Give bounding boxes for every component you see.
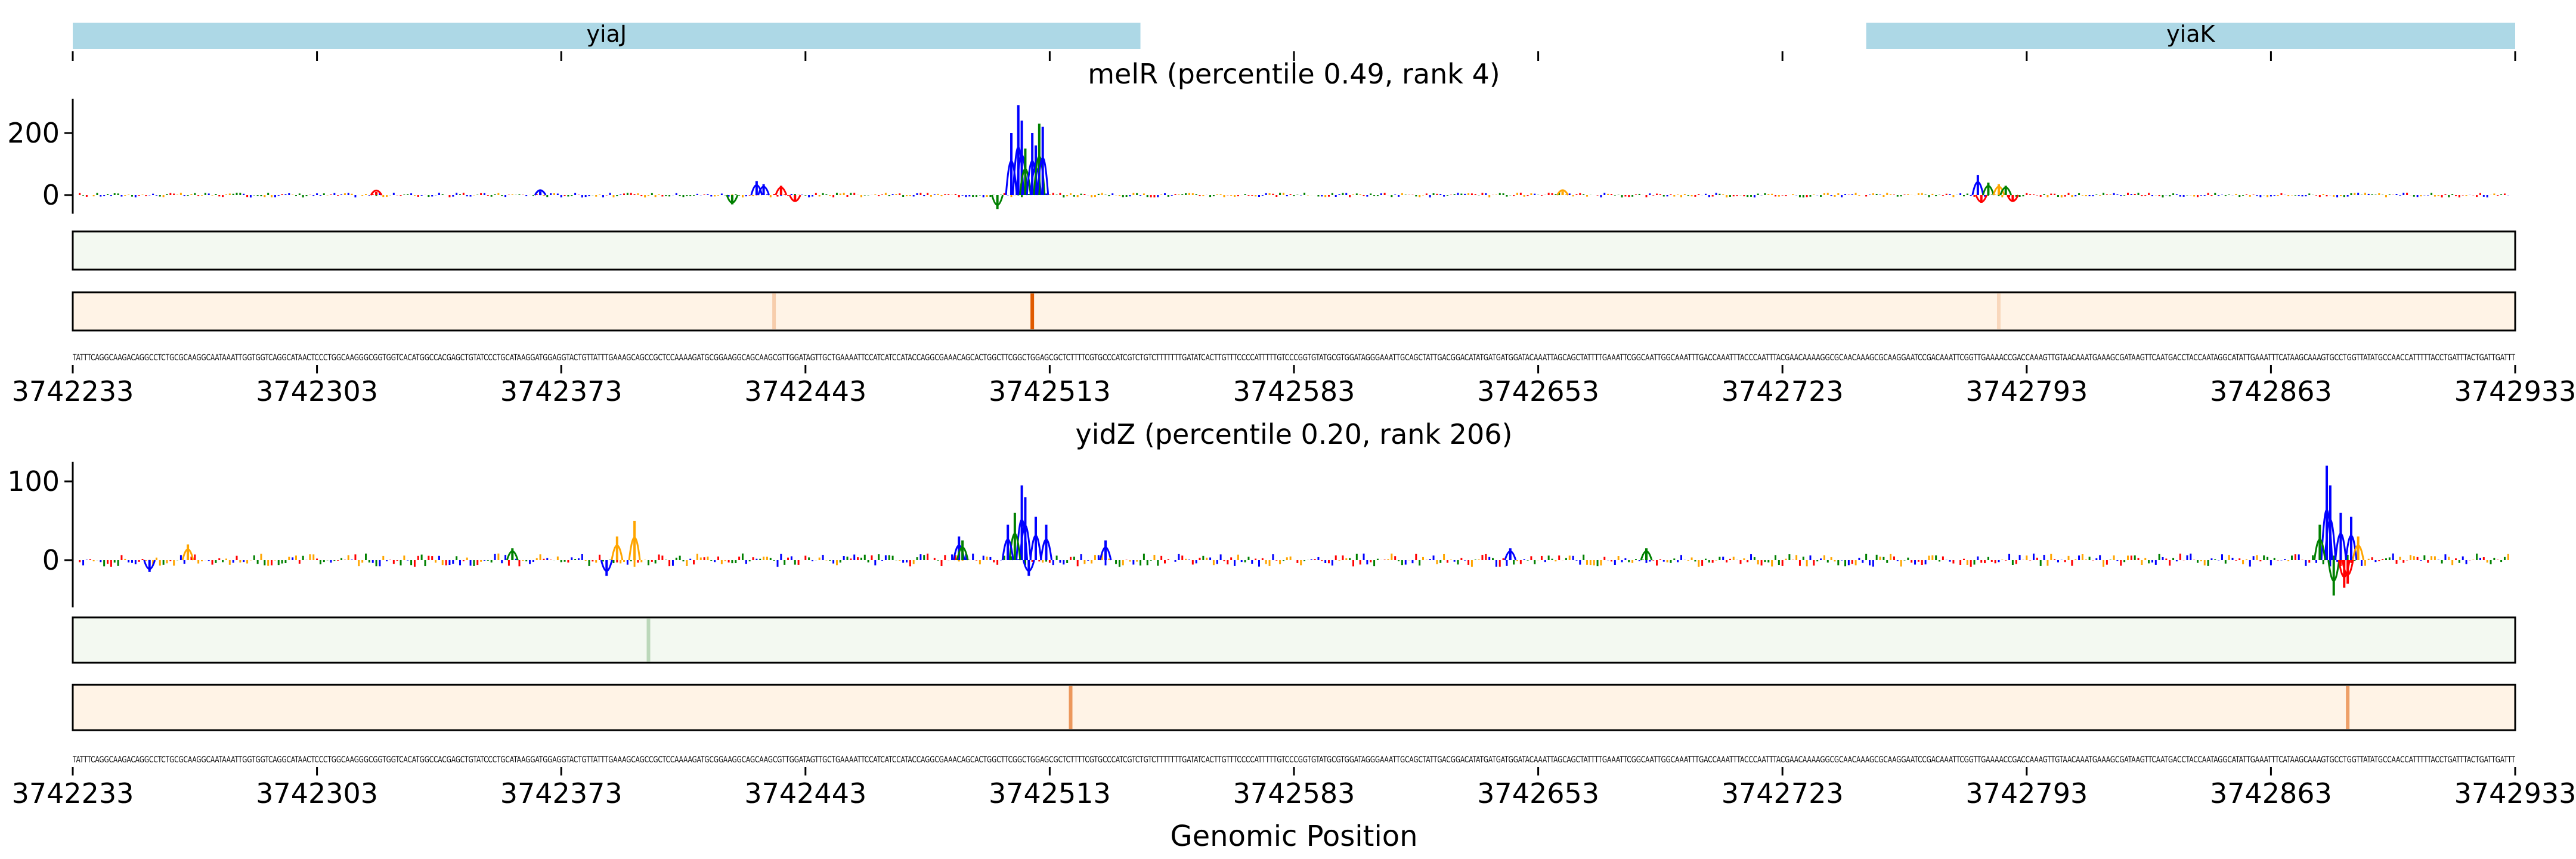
attribution-noise xyxy=(79,553,2509,567)
y-tick-label: 0 xyxy=(42,179,60,211)
attribution-peak-letter xyxy=(506,550,519,561)
heatmap-orange-peak xyxy=(2346,686,2350,729)
attribution-peak-letter xyxy=(788,194,801,202)
x-tick-label: 3742373 xyxy=(500,375,623,407)
attribution-peak-letter xyxy=(1981,185,1995,196)
x-tick-label: 3742863 xyxy=(2210,777,2332,809)
attribution-peak-letter xyxy=(2313,538,2326,561)
gene-label-yiaJ: yiaJ xyxy=(586,21,627,47)
attribution-peak-letter xyxy=(143,560,156,570)
attribution-peak-letter xyxy=(1640,550,1653,561)
panel-melr: melR (percentile 0.49, rank 4) 0 200 TATTTC… xyxy=(7,58,2576,407)
attribution-peak-letter xyxy=(628,536,641,561)
sequence-track: TATTTCAGGCAAGACAGGCCTCTGCGCAAGGCAATAAATT… xyxy=(72,353,2515,363)
gene-yiaK[interactable] xyxy=(1866,23,2515,49)
x-tick-label: 3742723 xyxy=(1722,777,1844,809)
x-tick-label: 3742583 xyxy=(1233,375,1355,407)
x-tick-label: 3742303 xyxy=(256,777,378,809)
attribution-peak-letter xyxy=(1029,534,1042,561)
heatmap-orange-peak xyxy=(1069,686,1073,729)
attribution-peak-letter xyxy=(2334,532,2347,561)
attribution-peak-letter xyxy=(1018,168,1032,196)
attribution-peak-letter xyxy=(2007,194,2019,202)
heatmap-green xyxy=(72,616,2516,664)
x-tick-label: 3742933 xyxy=(2454,375,2576,407)
y-tick-label: 100 xyxy=(7,465,60,498)
gene-yiaJ[interactable] xyxy=(73,23,1141,49)
panel-yidz: yidZ (percentile 0.20, rank 206) 0 100 TATT… xyxy=(7,418,2576,809)
attribution-peak-letter xyxy=(600,560,613,572)
attribution-peak-letter xyxy=(1022,560,1035,572)
attribution-peak-letter xyxy=(1504,550,1517,561)
attribution-peak-letter xyxy=(1040,538,1053,561)
x-tick-label: 3742583 xyxy=(1233,777,1355,809)
x-tick-label: 3742863 xyxy=(2210,375,2332,407)
heatmap-green-peak xyxy=(646,619,651,662)
attribution-peak-letter xyxy=(534,189,547,196)
attribution-peak-letter xyxy=(1971,181,1984,196)
attribution-peak-letter xyxy=(2352,545,2365,561)
x-tick-label: 3742513 xyxy=(989,777,1111,809)
attribution-peak-letter xyxy=(1036,157,1049,196)
attribution-peak-letter xyxy=(2324,518,2337,561)
y-tick-label: 0 xyxy=(42,544,60,576)
attribution-peak-letter xyxy=(750,184,763,196)
heatmap-orange-peak xyxy=(1030,293,1035,329)
heatmap-orange xyxy=(72,291,2516,332)
attribution-peak-letter xyxy=(991,194,1004,206)
attribution-peak-letter xyxy=(1001,538,1014,561)
attribution-peak-letter xyxy=(1005,160,1018,196)
x-tick-label: 3742303 xyxy=(256,375,378,407)
gene-track: yiaJ yiaK xyxy=(72,21,2516,61)
attribution-peak-letter xyxy=(775,186,788,196)
heatmap-green xyxy=(72,230,2516,271)
x-tick-label: 3742793 xyxy=(1965,777,2088,809)
attribution-peak-letter xyxy=(1018,525,1032,561)
attribution-peak-letter xyxy=(1975,194,1988,203)
panel-title: melR (percentile 0.49, rank 4) xyxy=(1088,58,1500,90)
gene-label-yiaK: yiaK xyxy=(2166,21,2215,47)
y-tick-label: 200 xyxy=(7,117,60,149)
x-tick-label: 3742723 xyxy=(1722,375,1844,407)
x-tick-label: 3742233 xyxy=(12,375,134,407)
panel-title: yidZ (percentile 0.20, rank 206) xyxy=(1076,418,1513,450)
attribution-peak-letter xyxy=(2341,560,2354,576)
attribution-peak-letter xyxy=(1556,189,1569,196)
x-tick-label: 3742443 xyxy=(744,375,866,407)
attribution-peak-letter xyxy=(181,548,194,561)
attribution-peak-letter xyxy=(757,186,770,196)
attribution-noise xyxy=(79,193,2509,197)
x-tick-label: 3742513 xyxy=(989,375,1111,407)
heatmap-orange-peak xyxy=(772,293,776,329)
x-tick-label: 3742233 xyxy=(12,777,134,809)
heatmap-orange-peak xyxy=(1996,293,2001,329)
attribution-peak-letter xyxy=(1992,186,2005,196)
attribution-peak-letter xyxy=(2327,560,2340,582)
attribution-peak-letter xyxy=(1999,186,2012,196)
x-tick-label: 3742933 xyxy=(2454,777,2576,809)
attribution-peak-letter xyxy=(370,189,383,196)
attribution-peak-letter xyxy=(1008,532,1021,561)
attribution-peak-letter xyxy=(611,545,624,561)
x-tick-label: 3742653 xyxy=(1477,777,1599,809)
x-tick-label: 3742373 xyxy=(500,777,623,809)
sequence-track: TATTTCAGGCAAGACAGGCCTCTGCGCAAGGCAATAAATT… xyxy=(72,755,2515,765)
x-tick-label: 3742653 xyxy=(1477,375,1599,407)
heatmap-orange xyxy=(72,684,2516,731)
x-axis-label: Genomic Position xyxy=(1170,820,1417,853)
attribution-peak-letter xyxy=(956,546,969,561)
attribution-peak-letter xyxy=(726,194,739,204)
x-tick-label: 3742793 xyxy=(1965,375,2088,407)
x-tick-label: 3742443 xyxy=(744,777,866,809)
attribution-peak-letter xyxy=(1099,546,1112,561)
